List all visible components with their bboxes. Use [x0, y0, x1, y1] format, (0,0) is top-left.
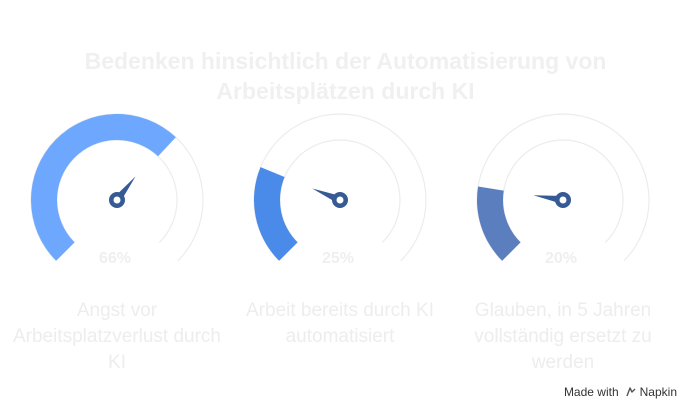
- gauge-track-inner-1: [279, 139, 401, 243]
- gauge-hub-center-1: [336, 196, 344, 204]
- chart-title-line-2: Arbeitsplätzen durch KI: [216, 78, 475, 104]
- gauge-value-label-2: 20%: [545, 250, 577, 267]
- napkin-brand[interactable]: Napkin: [625, 385, 677, 399]
- gauge-value-label-0: 66%: [99, 250, 131, 267]
- gauge-value-arc-1: [253, 167, 298, 261]
- napkin-logo-icon: [625, 387, 636, 397]
- gauge-caption-1: Arbeit bereits durch KI automatisiert: [246, 300, 434, 347]
- gauge-value-label-1: 25%: [322, 250, 354, 267]
- gauge-value-arc-0: [31, 114, 176, 261]
- gauge-hub-center-2: [559, 196, 567, 204]
- chart-title-line-1: Bedenken hinsichtlich der Automatisierun…: [84, 48, 607, 74]
- gauge-caption-0: Angst vor Arbeitsplatzverlust durch KI: [12, 300, 222, 373]
- gauge-value-arc-2: [477, 186, 521, 261]
- gauge-hub-center-0: [113, 196, 121, 204]
- made-with-label: Made with: [563, 385, 619, 399]
- napkin-brand-label: Napkin: [639, 385, 677, 399]
- gauge-caption-2: Glauben, in 5 Jahren vollständig ersetzt…: [474, 300, 652, 373]
- gauge-track-inner-2: [502, 139, 624, 243]
- chart-title: Bedenken hinsichtlich der Automatisierun…: [0, 46, 691, 106]
- footer: Made with Napkin: [564, 382, 677, 402]
